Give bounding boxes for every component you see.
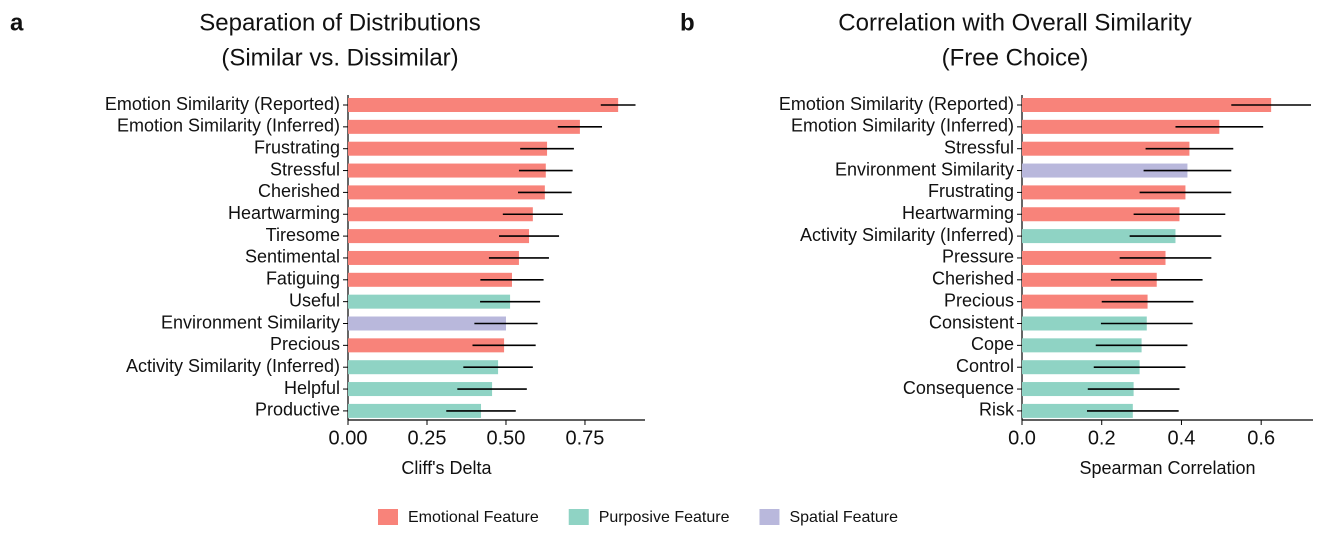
y-tick-label: Stressful xyxy=(944,137,1014,157)
bar xyxy=(348,316,506,331)
x-tick-label: 0.75 xyxy=(565,427,604,449)
legend-label: Spatial Feature xyxy=(789,509,898,526)
bar xyxy=(348,229,530,244)
bar xyxy=(348,119,580,134)
y-tick-label: Cherished xyxy=(932,269,1014,289)
y-tick-label: Emotion Similarity (Reported) xyxy=(779,94,1014,114)
bar xyxy=(348,163,546,178)
bar xyxy=(348,403,482,418)
y-tick-label: Frustrating xyxy=(254,137,340,157)
y-tick-label: Heartwarming xyxy=(228,203,340,223)
x-tick-label: 0.0 xyxy=(1008,427,1036,449)
y-tick-label: Activity Similarity (Inferred) xyxy=(126,356,340,376)
y-tick-label: Environment Similarity xyxy=(161,312,340,332)
y-tick-label: Fatiguing xyxy=(266,269,340,289)
y-tick-label: Sentimental xyxy=(245,247,340,267)
chart-subtitle: (Free Choice) xyxy=(942,44,1089,71)
bar xyxy=(348,185,545,200)
y-tick-label: Risk xyxy=(979,400,1015,420)
y-tick-label: Heartwarming xyxy=(902,203,1014,223)
bar xyxy=(348,98,619,112)
bar xyxy=(348,272,512,287)
x-axis-label: Cliff's Delta xyxy=(401,458,492,478)
bar xyxy=(348,338,505,353)
chart-title: Correlation with Overall Similarity xyxy=(838,9,1191,36)
x-tick-label: 0.6 xyxy=(1247,427,1275,449)
legend-label: Purposive Feature xyxy=(599,509,730,526)
bar xyxy=(1022,294,1148,309)
y-tick-label: Productive xyxy=(255,400,340,420)
panel-label: b xyxy=(680,9,695,36)
bar xyxy=(1022,207,1180,222)
y-tick-label: Control xyxy=(956,356,1014,376)
y-tick-label: Frustrating xyxy=(928,181,1014,201)
bar xyxy=(1022,141,1190,156)
bar xyxy=(348,250,519,265)
y-tick-label: Activity Similarity (Inferred) xyxy=(800,225,1014,245)
y-tick-label: Helpful xyxy=(284,378,340,398)
x-tick-label: 0.25 xyxy=(408,427,447,449)
y-tick-label: Precious xyxy=(944,290,1014,310)
bar xyxy=(1022,119,1220,134)
bar xyxy=(348,382,493,397)
y-tick-label: Emotion Similarity (Inferred) xyxy=(117,116,340,136)
bar xyxy=(1022,360,1140,375)
bar xyxy=(1022,98,1272,112)
y-tick-label: Emotion Similarity (Inferred) xyxy=(791,116,1014,136)
bar xyxy=(1022,382,1134,397)
y-tick-label: Environment Similarity xyxy=(835,159,1014,179)
bar xyxy=(1022,229,1176,244)
y-tick-label: Tiresome xyxy=(266,225,340,245)
legend-label: Emotional Feature xyxy=(408,509,539,526)
y-tick-label: Cope xyxy=(971,334,1014,354)
bar xyxy=(1022,316,1147,331)
panel-label: a xyxy=(10,9,24,36)
bar xyxy=(348,360,499,375)
legend-swatch xyxy=(568,509,589,525)
y-tick-label: Pressure xyxy=(942,247,1014,267)
y-tick-label: Stressful xyxy=(270,159,340,179)
bar xyxy=(1022,250,1166,265)
bar xyxy=(1022,163,1188,178)
bar xyxy=(1022,272,1157,287)
y-tick-label: Precious xyxy=(270,334,340,354)
chart-subtitle: (Similar vs. Dissimilar) xyxy=(221,44,458,71)
bar xyxy=(348,141,548,156)
y-tick-label: Consequence xyxy=(903,378,1014,398)
x-tick-label: 0.50 xyxy=(487,427,526,449)
bar xyxy=(1022,338,1142,353)
x-tick-label: 0.2 xyxy=(1088,427,1116,449)
bar xyxy=(348,294,511,309)
x-tick-label: 0.4 xyxy=(1168,427,1196,449)
chart-title: Separation of Distributions xyxy=(199,9,480,36)
legend-swatch xyxy=(378,509,398,525)
x-tick-label: 0.00 xyxy=(329,427,368,449)
legend-swatch xyxy=(759,509,780,525)
y-tick-label: Consistent xyxy=(929,312,1014,332)
y-tick-label: Useful xyxy=(289,290,340,310)
bar xyxy=(1022,403,1133,418)
y-tick-label: Emotion Similarity (Reported) xyxy=(105,94,340,114)
bar xyxy=(1022,185,1186,200)
y-tick-label: Cherished xyxy=(258,181,340,201)
x-axis-label: Spearman Correlation xyxy=(1079,458,1255,478)
bar xyxy=(348,207,533,222)
